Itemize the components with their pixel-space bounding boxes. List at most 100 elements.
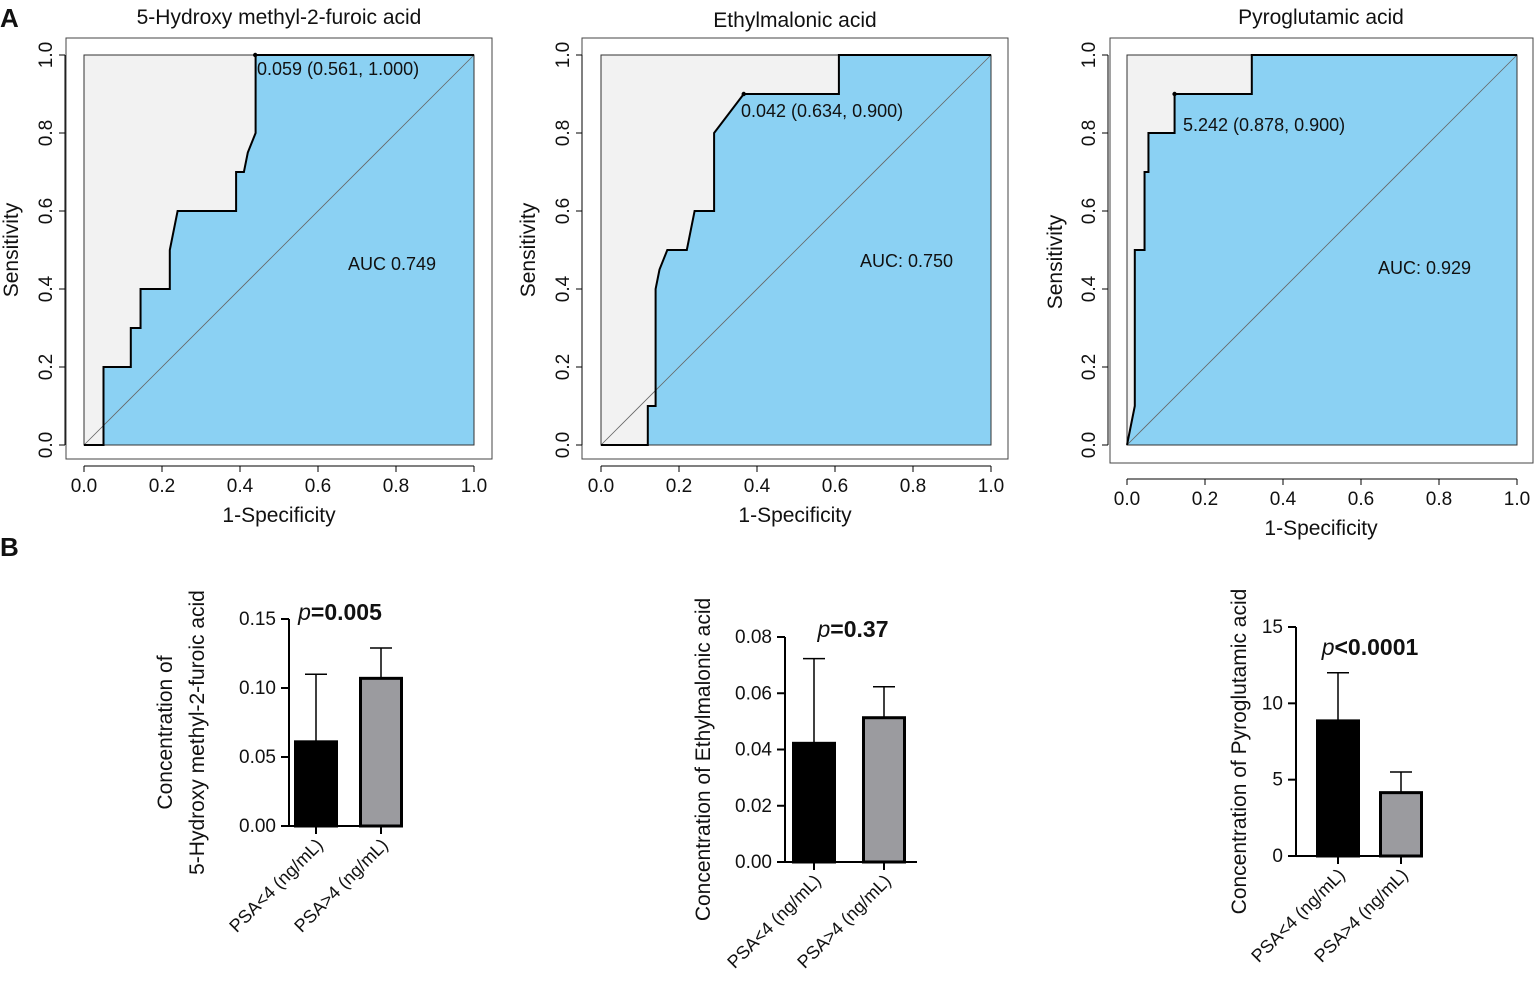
roc-x-tick-label: 0.8 (383, 476, 409, 497)
roc-title: 5-Hydroxy methyl-2-furoic acid (137, 6, 422, 29)
roc-x-tick-label: 0.2 (1192, 489, 1218, 510)
bar-p-value: p<0.0001 (1321, 634, 1419, 660)
bar-y-tick-label: 0.10 (239, 678, 276, 699)
roc-frame (1109, 37, 1534, 464)
roc-x-tick-label: 0.0 (1114, 489, 1140, 510)
roc-cutoff-label: 0.059 (0.561, 1.000) (257, 59, 419, 79)
bar (294, 740, 338, 828)
p-value-text: =0.005 (311, 599, 382, 625)
bar (359, 676, 403, 828)
roc-x-tick-label: 0.2 (666, 476, 692, 497)
roc-y-tick-label: 0.8 (1079, 120, 1100, 146)
roc-x-tick-label: 0.0 (588, 476, 614, 497)
roc-auc-label: AUC: 0.929 (1378, 258, 1471, 278)
bar-p-value: p=0.37 (817, 616, 889, 642)
roc-x-tick-label: 0.6 (1348, 489, 1374, 510)
bar-y-tick-label: 0.00 (735, 852, 772, 873)
roc-x-tick-label: 0.6 (305, 476, 331, 497)
roc-title: Ethylmalonic acid (713, 9, 876, 32)
bar-y-axis-label: Concentration of (154, 655, 177, 809)
roc-y-tick-label: 0.2 (553, 354, 574, 380)
roc-chart-pyroglutamic: Pyroglutamic acid 1-Specificity Sensitiv… (1044, 6, 1534, 540)
roc-cutoff-point (1172, 91, 1177, 97)
roc-curve (601, 54, 991, 446)
p-value-text: =0.37 (830, 616, 888, 642)
bar-chart-pyroglutamic: 0 5 10 15 Concentration of Pyroglutamic acid… (1228, 589, 1423, 966)
bar (862, 716, 906, 864)
roc-y-tick-label: 0.6 (1079, 198, 1100, 224)
roc-x-tick-label: 0.4 (744, 476, 771, 497)
bar-y-axis-label: Concentration of Pyroglutamic acid (1228, 589, 1251, 915)
bar-y-tick-label: 0.04 (735, 740, 772, 761)
roc-y-tick-label: 0.2 (1079, 354, 1100, 380)
p-value-symbol: p (817, 616, 831, 642)
bar-y-tick-label: 0.08 (735, 627, 772, 648)
roc-x-tick-label: 1.0 (1504, 489, 1530, 510)
bar-chart-hydroxymethylfuroic: 0.00 0.05 0.10 0.15 Concentration of 5-Hydrox… (154, 590, 403, 936)
bar-y-tick-label: 0 (1272, 846, 1283, 867)
bar-y-tick-label: 0.15 (239, 609, 276, 630)
roc-y-tick-label: 1.0 (553, 42, 574, 68)
roc-x-tick-label: 0.8 (900, 476, 926, 497)
roc-x-tick-label: 0.8 (1426, 489, 1452, 510)
roc-x-tick-label: 0.2 (149, 476, 175, 497)
roc-cutoff-label: 0.042 (0.634, 0.900) (741, 101, 903, 121)
p-value-symbol: p (1321, 634, 1335, 660)
bar-y-axis-label: 5-Hydroxy methyl-2-furoic acid (186, 590, 209, 875)
roc-y-tick-label: 0.8 (36, 120, 57, 146)
bar-y-axis-label: Concentration of Ethylmalonic acid (692, 598, 715, 921)
bar-y-tick-label: 5 (1272, 770, 1283, 791)
roc-x-tick-label: 0.4 (227, 476, 254, 497)
p-value-text: <0.0001 (1335, 634, 1419, 660)
roc-cutoff-point (253, 52, 258, 58)
roc-x-tick-label: 0.4 (1270, 489, 1297, 510)
roc-xlabel: 1-Specificity (738, 504, 852, 527)
roc-y-tick-label: 0.2 (36, 354, 57, 380)
panel-label-b: B (0, 532, 19, 562)
roc-chart-ethylmalonic: Ethylmalonic acid 1-Specificity Sensitiv… (517, 9, 1009, 527)
roc-auc-label: AUC: 0.750 (860, 251, 953, 271)
p-value-symbol: p (297, 599, 311, 625)
bar-y-tick-label: 0.00 (239, 816, 276, 837)
roc-ylabel: Sensitivity (1044, 214, 1067, 309)
roc-chart-hydroxymethylfuroic: 5-Hydroxy methyl-2-furoic acid 1-Specifi… (0, 6, 493, 527)
bar-chart-ethylmalonic: 0.00 0.02 0.04 0.06 0.08 Concentration of Eth… (692, 598, 917, 972)
roc-x-tick-label: 0.0 (71, 476, 97, 497)
bar-y-tick-label: 0.06 (735, 683, 772, 704)
roc-diagonal (83, 54, 475, 446)
roc-xlabel: 1-Specificity (222, 504, 336, 527)
roc-title: Pyroglutamic acid (1238, 6, 1404, 29)
roc-x-tick-label: 0.6 (822, 476, 848, 497)
panel-label-a: A (0, 3, 19, 33)
roc-y-tick-label: 0.0 (553, 432, 574, 458)
roc-cutoff-label: 5.242 (0.878, 0.900) (1183, 115, 1345, 135)
roc-ylabel: Sensitivity (0, 202, 23, 297)
bar (1379, 791, 1423, 858)
roc-ylabel: Sensitivity (517, 202, 540, 297)
roc-y-tick-label: 1.0 (1079, 42, 1100, 68)
roc-y-tick-label: 0.6 (553, 198, 574, 224)
roc-diagonal (600, 54, 992, 446)
roc-y-tick-label: 0.4 (36, 275, 57, 302)
roc-curve (84, 54, 474, 446)
roc-y-tick-label: 1.0 (36, 42, 57, 68)
roc-x-tick-label: 1.0 (978, 476, 1004, 497)
bar (792, 741, 836, 864)
bar-y-tick-label: 15 (1262, 617, 1283, 638)
roc-y-tick-label: 0.4 (1079, 275, 1100, 302)
roc-curve (1126, 54, 1517, 446)
bar-y-tick-label: 10 (1262, 693, 1283, 714)
roc-diagonal (1126, 54, 1518, 446)
roc-y-tick-label: 0.8 (553, 120, 574, 146)
roc-y-tick-label: 0.0 (36, 432, 57, 458)
bar-p-value: p=0.005 (297, 599, 382, 625)
roc-y-tick-label: 0.4 (553, 275, 574, 302)
roc-plot-border (600, 54, 992, 446)
roc-x-tick-label: 1.0 (461, 476, 487, 497)
roc-xlabel: 1-Specificity (1264, 517, 1378, 540)
bar-y-tick-label: 0.02 (735, 796, 772, 817)
roc-frame (65, 37, 493, 460)
bar (1316, 719, 1360, 858)
roc-y-tick-label: 0.0 (1079, 432, 1100, 458)
